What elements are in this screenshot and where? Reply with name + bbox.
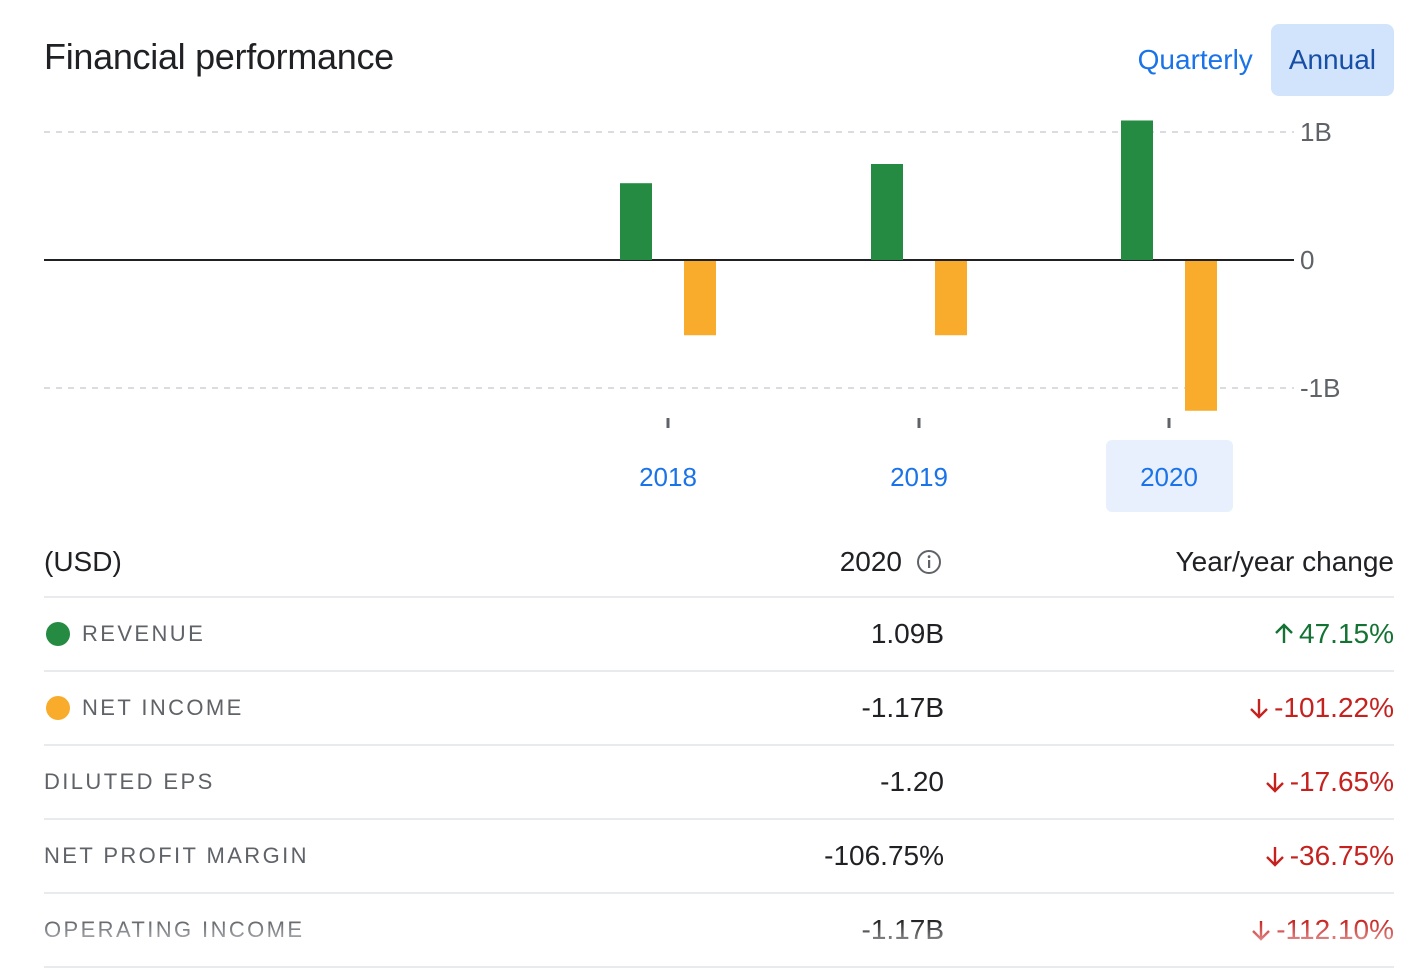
net-income-bar-2019 xyxy=(935,261,967,336)
change-percent: -36.75% xyxy=(1289,840,1394,871)
arrow-down-icon xyxy=(1250,699,1268,719)
year-label-2019[interactable]: 2019 xyxy=(890,462,948,492)
year-label-2020[interactable]: 2020 xyxy=(1140,462,1198,492)
change-value: -36.75% xyxy=(1264,840,1394,872)
y-tick-label: 0 xyxy=(1300,245,1314,275)
row-label: REVENUE xyxy=(82,621,206,646)
table-row: NET INCOME -1.17B -101.22% xyxy=(44,672,1394,746)
table-row: NET PROFIT MARGIN -106.75% -36.75% xyxy=(44,820,1394,894)
revenue-bar-2020 xyxy=(1121,120,1153,260)
revenue-bar-2019 xyxy=(871,164,903,260)
change-percent: -112.10% xyxy=(1276,914,1394,945)
row-label: NET PROFIT MARGIN xyxy=(44,843,309,868)
legend-dot-icon xyxy=(46,696,70,720)
arrow-up-icon xyxy=(1275,623,1293,643)
y-tick-label: -1B xyxy=(1300,373,1340,403)
financial-chart: 1B 0 -1B 2018 2019 2020 xyxy=(44,117,1340,512)
row-label: DILUTED EPS xyxy=(44,769,215,794)
row-value: -1.17B xyxy=(861,914,945,945)
change-percent: 47.15% xyxy=(1299,618,1394,649)
change-value: -17.65% xyxy=(1264,766,1394,798)
change-percent: -17.65% xyxy=(1289,766,1394,797)
change-header: Year/year change xyxy=(1175,546,1394,577)
tab-annual[interactable]: Annual xyxy=(1270,24,1394,96)
table-row: OPERATING INCOME -1.17B -112.10% xyxy=(44,894,1394,968)
table-header: (USD) 2020 Year/year change xyxy=(44,528,1394,598)
info-icon[interactable] xyxy=(916,549,942,575)
year-label-2018[interactable]: 2018 xyxy=(639,462,697,492)
row-value: -1.20 xyxy=(880,766,944,797)
row-value: -1.17B xyxy=(861,692,945,723)
revenue-bar-2018 xyxy=(620,183,652,260)
year-header: 2020 xyxy=(839,546,902,577)
arrow-down-icon xyxy=(1252,921,1271,941)
financial-table: (USD) 2020 Year/year change REVENUE 1.09B… xyxy=(44,528,1394,968)
arrow-down-icon xyxy=(1265,847,1284,867)
legend-dot-icon xyxy=(46,622,70,646)
change-value: -101.22% xyxy=(1248,692,1394,724)
table-row: DILUTED EPS -1.20 -17.65% xyxy=(44,746,1394,820)
net-income-bar-2018 xyxy=(684,261,716,336)
arrow-down-icon xyxy=(1265,773,1284,793)
net-income-bar-2020 xyxy=(1185,261,1217,411)
row-label: NET INCOME xyxy=(82,695,244,720)
change-value: 47.15% xyxy=(1273,618,1394,650)
selected-year-highlight xyxy=(1106,440,1233,512)
y-tick-label: 1B xyxy=(1300,117,1332,147)
row-value: 1.09B xyxy=(870,618,944,649)
currency-label: (USD) xyxy=(44,546,122,577)
change-percent: -101.22% xyxy=(1274,692,1394,723)
row-label: OPERATING INCOME xyxy=(44,917,305,942)
row-value: -106.75% xyxy=(824,840,944,871)
tab-quarterly[interactable]: Quarterly xyxy=(1124,24,1267,96)
period-toggle: Quarterly Annual xyxy=(1124,24,1394,96)
page-title: Financial performance xyxy=(44,36,394,77)
table-row: REVENUE 1.09B 47.15% xyxy=(44,598,1394,672)
change-value: -112.10% xyxy=(1250,914,1394,946)
